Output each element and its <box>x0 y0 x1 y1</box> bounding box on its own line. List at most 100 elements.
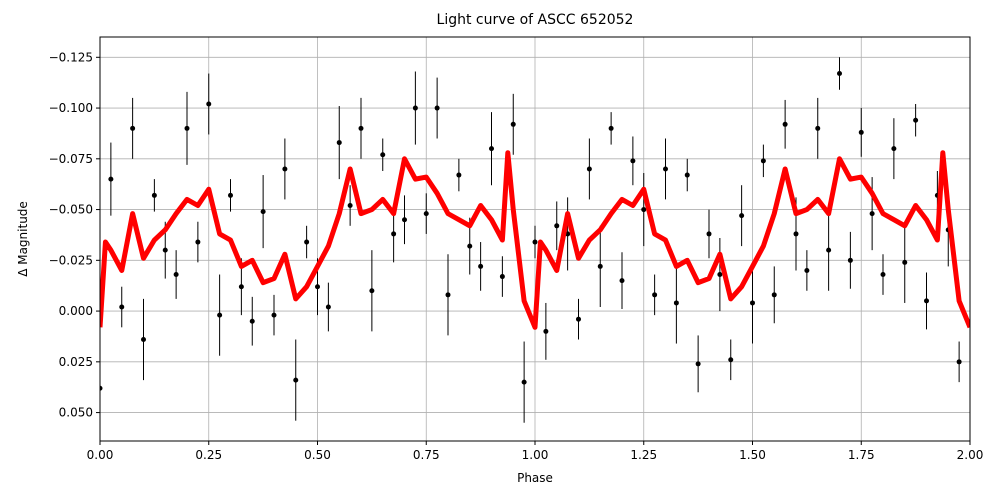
data-point <box>576 316 581 322</box>
data-point <box>924 298 929 304</box>
data-point <box>141 336 146 342</box>
data-point <box>238 284 244 290</box>
data-point <box>543 328 549 334</box>
data-point <box>260 209 266 215</box>
data-point <box>728 357 734 363</box>
data-point <box>380 152 386 158</box>
data-point <box>804 267 810 273</box>
data-point <box>369 288 375 294</box>
data-point <box>630 158 636 164</box>
data-point <box>162 247 168 253</box>
data-point <box>858 129 864 135</box>
data-point <box>184 125 190 131</box>
data-point <box>315 284 320 290</box>
data-point <box>532 239 538 245</box>
data-point <box>521 379 527 385</box>
x-tick-label: 2.00 <box>957 448 984 462</box>
data-point <box>880 272 886 278</box>
data-point <box>271 312 277 318</box>
y-tick-label: −0.125 <box>49 50 93 64</box>
data-point <box>445 292 451 298</box>
data-point <box>499 274 505 280</box>
y-tick-label: 0.025 <box>59 355 93 369</box>
data-point <box>782 121 788 127</box>
data-point <box>412 105 418 111</box>
data-point <box>119 304 125 310</box>
data-point <box>891 146 897 152</box>
data-point <box>304 239 310 245</box>
data-point <box>434 105 440 111</box>
data-point <box>347 203 353 209</box>
data-point <box>684 172 690 178</box>
data-point <box>325 304 331 310</box>
data-point <box>652 292 658 298</box>
data-point <box>478 263 484 269</box>
data-point <box>815 125 821 131</box>
data-point <box>391 231 397 237</box>
mean-curve <box>100 150 970 330</box>
data-point <box>217 312 223 318</box>
data-point <box>358 125 364 131</box>
data-point <box>195 239 201 245</box>
y-axis-label: Δ Magnitude <box>16 201 30 277</box>
data-point <box>619 278 625 284</box>
data-point <box>826 247 832 253</box>
data-point <box>402 217 407 223</box>
data-point <box>673 300 679 306</box>
data-point <box>173 272 179 278</box>
data-point <box>771 292 777 298</box>
data-point <box>510 121 516 127</box>
x-tick-label: 0.50 <box>304 448 331 462</box>
data-point <box>837 71 842 77</box>
x-tick-label: 1.00 <box>522 448 549 462</box>
data-point <box>467 243 473 249</box>
data-point <box>554 223 560 229</box>
data-point <box>760 158 766 164</box>
x-tick-label: 0.25 <box>195 448 222 462</box>
y-tick-label: −0.075 <box>49 152 93 166</box>
data-point <box>597 263 603 269</box>
x-tick-label: 1.25 <box>630 448 657 462</box>
y-tick-label: −0.050 <box>49 203 93 217</box>
y-tick-label: −0.025 <box>49 253 93 267</box>
data-point <box>717 272 723 278</box>
data-point <box>641 207 647 213</box>
data-point <box>695 361 701 367</box>
data-point <box>489 146 494 152</box>
data-point <box>423 211 429 217</box>
data-point <box>456 172 462 178</box>
data-point <box>130 125 136 131</box>
data-point <box>228 192 233 198</box>
data-point <box>913 117 919 123</box>
data-point <box>293 377 299 383</box>
data-point <box>902 259 908 265</box>
x-axis-label: Phase <box>517 471 553 485</box>
x-tick-label: 1.50 <box>739 448 766 462</box>
y-tick-label: −0.100 <box>49 101 93 115</box>
data-point <box>151 192 157 198</box>
data-point <box>336 140 342 146</box>
data-point <box>608 125 614 131</box>
chart-title: Light curve of ASCC 652052 <box>437 12 634 28</box>
y-tick-label: 0.050 <box>59 406 93 420</box>
data-point <box>847 257 853 263</box>
data-point <box>956 359 962 365</box>
x-tick-label: 0.00 <box>87 448 114 462</box>
data-point <box>249 318 255 324</box>
data-point <box>100 385 103 391</box>
data-point <box>663 166 668 172</box>
data-point <box>750 300 755 306</box>
x-tick-label: 0.75 <box>413 448 440 462</box>
plot-area <box>100 57 970 423</box>
data-point <box>586 166 592 172</box>
x-tick-label: 1.75 <box>848 448 875 462</box>
data-point <box>739 213 745 219</box>
data-point <box>869 211 875 217</box>
data-point <box>108 176 114 182</box>
data-point <box>282 166 288 172</box>
data-point <box>206 101 212 107</box>
ticks: 0.00 0.25 0.50 0.75 1.00 1.25 1.50 1.75 2.00 −0.1… <box>49 50 984 462</box>
y-tick-label: 0.000 <box>59 304 93 318</box>
data-point <box>706 231 712 237</box>
